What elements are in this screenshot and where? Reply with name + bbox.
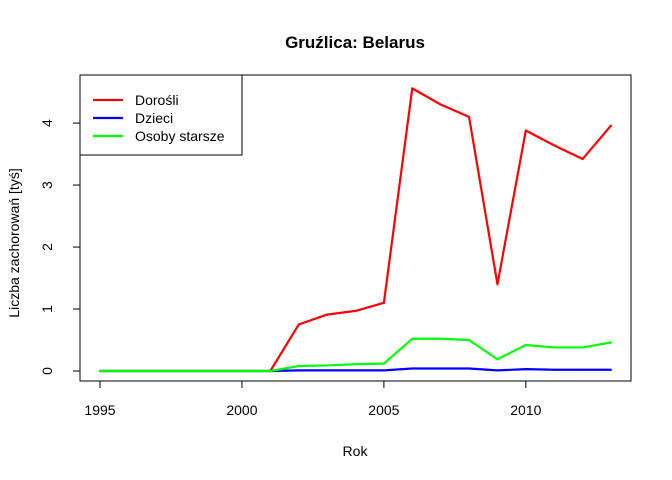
data-point [496, 283, 499, 286]
data-point [524, 129, 527, 132]
data-point [524, 368, 527, 371]
data-point [411, 367, 414, 370]
data-point [269, 370, 272, 372]
y-tick-label: 0 [39, 367, 55, 375]
data-point [610, 368, 612, 371]
data-point [553, 346, 556, 349]
series-2 [99, 337, 612, 373]
legend-entry: Osoby starsze [93, 128, 225, 144]
data-point [240, 370, 243, 372]
data-point [354, 309, 357, 312]
data-point [382, 362, 385, 365]
legend-label: Osoby starsze [135, 128, 225, 144]
data-point [553, 144, 556, 147]
data-point [439, 103, 442, 106]
data-point [439, 337, 442, 340]
data-point [212, 370, 215, 372]
legend-entry: Dorośli [93, 92, 179, 108]
x-tick-label: 2000 [226, 402, 257, 418]
data-point [127, 370, 130, 372]
data-point [297, 365, 300, 368]
legend-label: Dzieci [135, 110, 173, 126]
data-point [496, 358, 499, 361]
chart-title: Gruźlica: Belarus [285, 33, 425, 52]
series-layer [99, 87, 612, 373]
data-point [468, 367, 471, 370]
series-line [100, 337, 612, 373]
data-point [610, 341, 612, 344]
y-tick-label: 4 [39, 119, 55, 127]
x-tick-label: 2010 [510, 402, 541, 418]
data-point [581, 158, 584, 161]
data-point [155, 370, 158, 372]
data-point [468, 339, 471, 342]
data-point [382, 369, 385, 372]
data-point [184, 370, 187, 372]
y-tick-label: 3 [39, 181, 55, 189]
x-axis-label: Rok [343, 443, 369, 459]
data-point [297, 369, 300, 372]
data-point [354, 363, 357, 366]
data-point [354, 369, 357, 372]
x-axis: 1995 2000 2005 2010 [84, 380, 542, 418]
data-point [326, 364, 329, 367]
legend-box [79, 74, 243, 156]
y-axis-label: Liczba zachorowań [tyś] [6, 168, 22, 317]
data-point [610, 124, 612, 127]
y-tick-label: 2 [39, 243, 55, 251]
legend-label: Dorośli [135, 92, 179, 108]
y-tick-label: 1 [39, 305, 55, 313]
data-point [297, 323, 300, 326]
x-tick-label: 1995 [84, 402, 115, 418]
data-point [496, 369, 499, 372]
data-point [411, 337, 414, 340]
data-point [99, 370, 101, 372]
data-point [524, 343, 527, 346]
data-point [581, 368, 584, 371]
data-point [553, 368, 556, 371]
x-tick-label: 2005 [368, 402, 399, 418]
data-point [439, 367, 442, 370]
y-axis: 0 1 2 3 4 [39, 119, 81, 375]
data-point [326, 313, 329, 316]
data-point [326, 369, 329, 372]
data-point [581, 346, 584, 349]
legend: Dorośli Dzieci Osoby starsze [79, 74, 243, 156]
data-point [382, 301, 385, 304]
legend-entry: Dzieci [93, 110, 173, 126]
data-point [411, 87, 414, 90]
data-point [468, 115, 471, 118]
